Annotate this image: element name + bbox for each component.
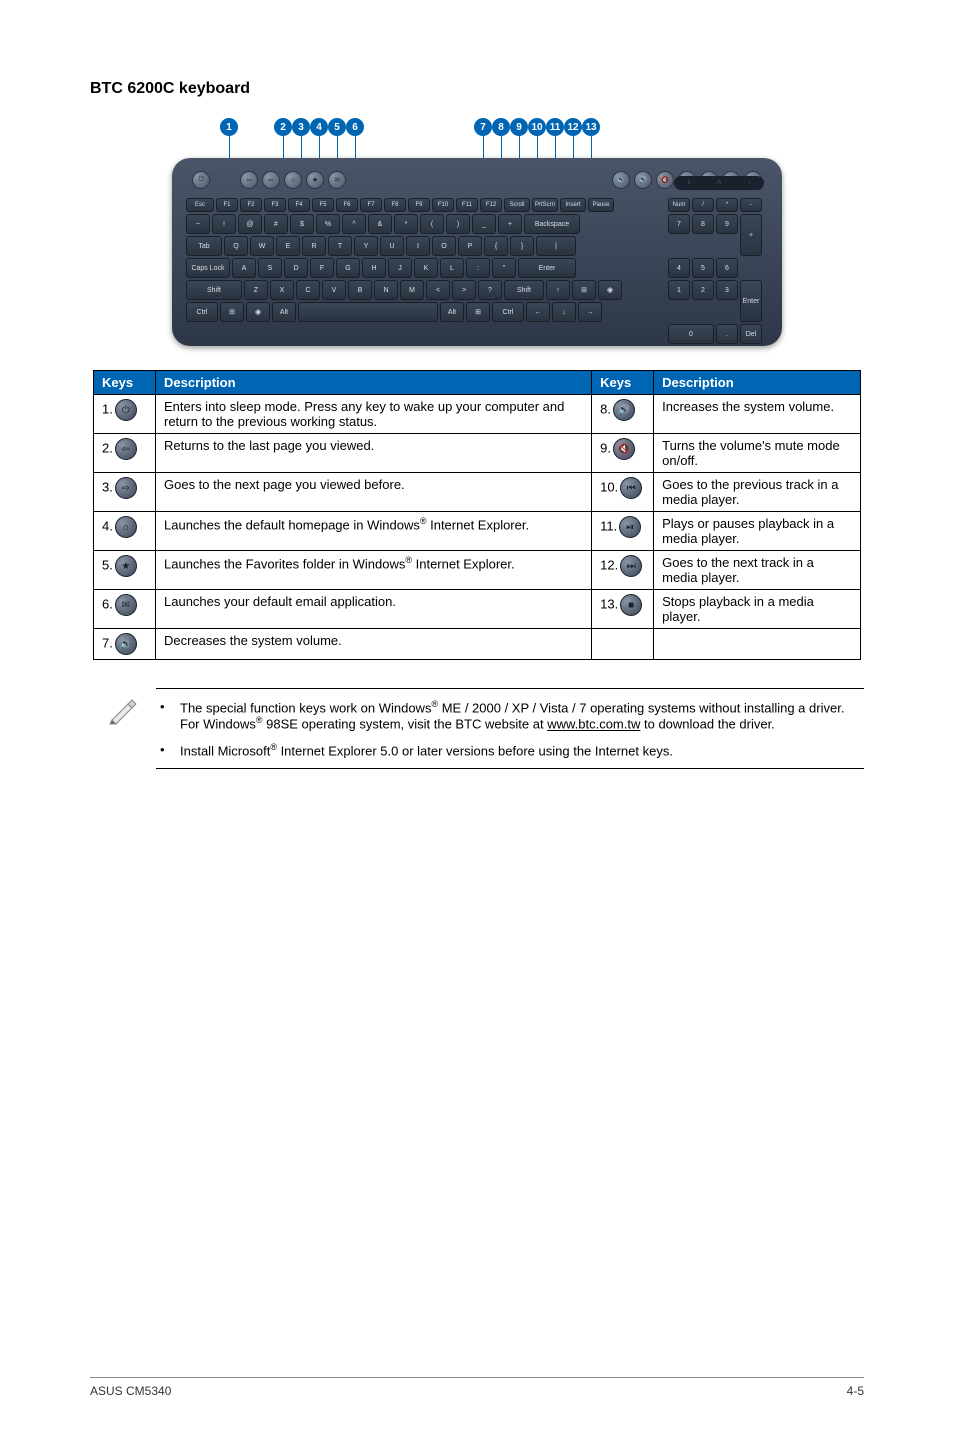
key-icon: 🔊 [613, 399, 635, 421]
callout-9: 9 [510, 118, 528, 136]
key-icon: ⇨ [115, 477, 137, 499]
key-icon: 🔉 [115, 633, 137, 655]
page-title: BTC 6200C keyboard [90, 80, 864, 98]
key-icon: ⇦ [115, 438, 137, 460]
table-row: 3.⇨Goes to the next page you viewed befo… [94, 473, 861, 512]
callout-2: 2 [274, 118, 292, 136]
key-icon: ⏭ [620, 555, 642, 577]
table-row: 4.⌂Launches the default homepage in Wind… [94, 512, 861, 551]
page-footer: ASUS CM5340 4-5 [90, 1377, 864, 1398]
keyboard-image: 1 A ↓ ⏻⇦⇨⌂★✉🔉🔊🔇⏮⏯⏭■ EscF1F2F3F4F5F6F7F8F… [172, 158, 782, 346]
key-icon: ★ [115, 555, 137, 577]
notes-section: • The special function keys work on Wind… [90, 688, 864, 769]
table-row: 1.⏻Enters into sleep mode. Press any key… [94, 395, 861, 434]
table-row: 7.🔉Decreases the system volume. [94, 629, 861, 660]
callout-3: 3 [292, 118, 310, 136]
led-strip: 1 A ↓ [674, 176, 764, 190]
pencil-icon [106, 694, 138, 769]
col-keys-right: Keys [592, 371, 654, 395]
table-row: 6.✉Launches your default email applicati… [94, 590, 861, 629]
btc-link[interactable]: www.btc.com.tw [547, 717, 640, 732]
function-keys-table: Keys Description Keys Description 1.⏻Ent… [93, 370, 861, 660]
callout-4: 4 [310, 118, 328, 136]
callout-10: 10 [528, 118, 546, 136]
col-desc-left: Description [156, 371, 592, 395]
callout-6: 6 [346, 118, 364, 136]
col-keys-left: Keys [94, 371, 156, 395]
callout-8: 8 [492, 118, 510, 136]
table-row: 2.⇦Returns to the last page you viewed.9… [94, 434, 861, 473]
key-icon: ⏮ [620, 477, 642, 499]
callout-11: 11 [546, 118, 564, 136]
key-icon: ⏯ [619, 516, 641, 538]
callout-1: 1 [220, 118, 238, 136]
key-icon: ⌂ [115, 516, 137, 538]
callout-5: 5 [328, 118, 346, 136]
keyboard-figure: 12345678910111213 1 A ↓ ⏻⇦⇨⌂★✉🔉🔊🔇⏮⏯⏭■ Es… [90, 118, 864, 346]
col-desc-right: Description [654, 371, 861, 395]
key-icon: ■ [620, 594, 642, 616]
footer-right: 4-5 [847, 1384, 864, 1398]
footer-left: ASUS CM5340 [90, 1384, 171, 1398]
key-icon: ⏻ [115, 399, 137, 421]
callout-12: 12 [564, 118, 582, 136]
note-item: • Install Microsoft® Internet Explorer 5… [160, 742, 860, 758]
callout-7: 7 [474, 118, 492, 136]
callout-13: 13 [582, 118, 600, 136]
key-icon: ✉ [115, 594, 137, 616]
note-item: • The special function keys work on Wind… [160, 699, 860, 732]
table-row: 5.★Launches the Favorites folder in Wind… [94, 551, 861, 590]
key-icon: 🔇 [613, 438, 635, 460]
